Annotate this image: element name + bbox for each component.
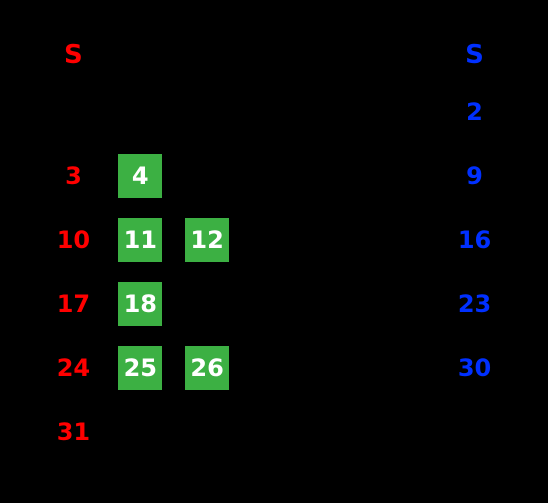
day-number: 5: [199, 162, 216, 190]
day-number: 22: [391, 290, 424, 318]
weekday-header-thu: T: [307, 30, 374, 80]
day-number: 9: [466, 162, 483, 190]
calendar-day-cell[interactable]: 31: [40, 400, 107, 464]
day-number: 30: [458, 354, 491, 382]
highlighted-day[interactable]: 11: [118, 218, 162, 262]
calendar-day-cell[interactable]: 28: [307, 336, 374, 400]
highlighted-day[interactable]: 18: [118, 282, 162, 326]
calendar-week-row: 31: [40, 400, 508, 464]
day-number: 24: [57, 354, 90, 382]
day-number: 20: [257, 290, 290, 318]
calendar-day-cell: [40, 80, 107, 144]
calendar-day-cell[interactable]: 10: [40, 208, 107, 272]
calendar-day-cell[interactable]: 25: [107, 336, 174, 400]
calendar-day-cell: [307, 400, 374, 464]
calendar-day-cell[interactable]: 17: [40, 272, 107, 336]
highlighted-day[interactable]: 4: [118, 154, 162, 198]
calendar-week-row: 17 18 19 20 21 22 23: [40, 272, 508, 336]
calendar-day-cell[interactable]: 15: [374, 208, 441, 272]
calendar: S M T W T F S 12345678910111213141516171…: [0, 0, 548, 484]
calendar-day-cell[interactable]: 11: [107, 208, 174, 272]
calendar-body: 1234567891011121314151617181920212223242…: [40, 80, 508, 464]
calendar-day-cell[interactable]: 19: [174, 272, 241, 336]
weekday-label: S: [64, 40, 83, 70]
weekday-label: M: [127, 40, 153, 70]
calendar-day-cell[interactable]: 16: [441, 208, 508, 272]
weekday-header-fri: F: [374, 30, 441, 80]
day-number: 16: [458, 226, 491, 254]
calendar-day-cell[interactable]: 3: [40, 144, 107, 208]
day-number: 8: [399, 162, 416, 190]
calendar-day-cell: [241, 400, 308, 464]
calendar-day-cell[interactable]: 4: [107, 144, 174, 208]
weekday-header-sat: S: [441, 30, 508, 80]
weekday-label: S: [465, 40, 484, 70]
weekday-header-tue: T: [174, 30, 241, 80]
calendar-day-cell[interactable]: 6: [241, 144, 308, 208]
highlighted-day[interactable]: 26: [185, 346, 229, 390]
day-number: 27: [257, 354, 290, 382]
day-number: 17: [57, 290, 90, 318]
calendar-day-cell: [174, 400, 241, 464]
calendar-day-cell: [307, 80, 374, 144]
weekday-header-wed: W: [241, 30, 308, 80]
calendar-day-cell: [107, 80, 174, 144]
calendar-day-cell: [241, 80, 308, 144]
calendar-day-cell[interactable]: 5: [174, 144, 241, 208]
day-number: 28: [324, 354, 357, 382]
weekday-header-sun: S: [40, 30, 107, 80]
calendar-week-row: 3 4 5 6 7 8 9: [40, 144, 508, 208]
day-number: 31: [57, 418, 90, 446]
day-number: 14: [324, 226, 357, 254]
calendar-day-cell[interactable]: 23: [441, 272, 508, 336]
day-number: 3: [65, 162, 82, 190]
calendar-table: S M T W T F S 12345678910111213141516171…: [40, 30, 508, 464]
calendar-day-cell[interactable]: 14: [307, 208, 374, 272]
calendar-day-cell[interactable]: 20: [241, 272, 308, 336]
day-number: 13: [257, 226, 290, 254]
day-number: 6: [266, 162, 283, 190]
weekday-header-row: S M T W T F S: [40, 30, 508, 80]
calendar-day-cell[interactable]: 30: [441, 336, 508, 400]
highlighted-day[interactable]: 12: [185, 218, 229, 262]
day-number: 7: [332, 162, 349, 190]
day-number: 23: [458, 290, 491, 318]
weekday-label: T: [332, 40, 350, 70]
calendar-week-row: 12: [40, 80, 508, 144]
calendar-day-cell: [107, 400, 174, 464]
calendar-day-cell[interactable]: 27: [241, 336, 308, 400]
calendar-day-cell[interactable]: 2: [441, 80, 508, 144]
day-number: 1: [399, 98, 416, 126]
weekday-label: T: [198, 40, 216, 70]
calendar-day-cell[interactable]: 21: [307, 272, 374, 336]
day-number: 19: [190, 290, 223, 318]
weekday-label: W: [260, 40, 289, 70]
calendar-day-cell[interactable]: 8: [374, 144, 441, 208]
calendar-day-cell: [174, 80, 241, 144]
calendar-day-cell[interactable]: 12: [174, 208, 241, 272]
calendar-day-cell[interactable]: 22: [374, 272, 441, 336]
calendar-day-cell[interactable]: 18: [107, 272, 174, 336]
calendar-week-row: 24 25 26 27 28 29 30: [40, 336, 508, 400]
day-number: 15: [391, 226, 424, 254]
calendar-day-cell[interactable]: 26: [174, 336, 241, 400]
calendar-day-cell[interactable]: 9: [441, 144, 508, 208]
calendar-week-row: 10 11 12 13 14 15 16: [40, 208, 508, 272]
calendar-day-cell[interactable]: 24: [40, 336, 107, 400]
highlighted-day[interactable]: 25: [118, 346, 162, 390]
calendar-day-cell[interactable]: 13: [241, 208, 308, 272]
calendar-day-cell[interactable]: 1: [374, 80, 441, 144]
day-number: 2: [466, 98, 483, 126]
calendar-day-cell[interactable]: 7: [307, 144, 374, 208]
day-number: 10: [57, 226, 90, 254]
day-number: 21: [324, 290, 357, 318]
weekday-label: F: [399, 40, 417, 70]
weekday-header-mon: M: [107, 30, 174, 80]
day-number: 29: [391, 354, 424, 382]
calendar-day-cell[interactable]: 29: [374, 336, 441, 400]
calendar-day-cell: [374, 400, 441, 464]
calendar-day-cell: [441, 400, 508, 464]
